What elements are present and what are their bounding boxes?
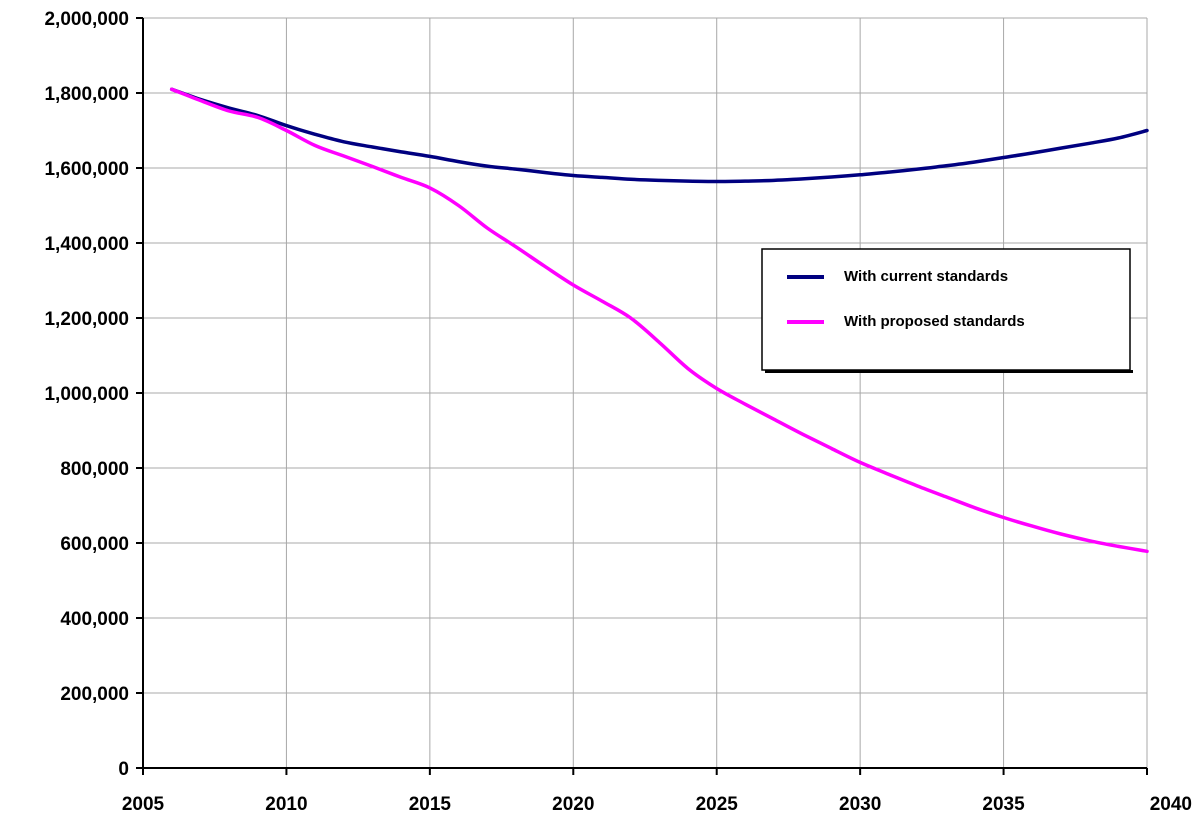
x-tick-label: 2025 xyxy=(696,794,739,815)
x-tick-label: 2015 xyxy=(409,794,452,815)
tick-labels: 0 200,000 400,000 600,000 800,000 1,000,000 1,… xyxy=(44,9,1192,815)
legend: With current standards With proposed stan… xyxy=(761,248,1133,373)
y-tick-label: 0 xyxy=(118,759,129,780)
legend-label: With current standards xyxy=(844,268,1008,285)
series-line-with-current-standards xyxy=(169,87,1149,184)
x-tick-label: 2035 xyxy=(982,794,1025,815)
y-tick-label: 2,000,000 xyxy=(44,9,129,30)
x-tick-label: 2020 xyxy=(552,794,594,815)
y-tick-label: 1,000,000 xyxy=(44,384,129,405)
y-tick-label: 400,000 xyxy=(60,609,129,630)
y-tick-label: 800,000 xyxy=(60,459,129,480)
axes xyxy=(136,17,1148,775)
x-tick-label: 2005 xyxy=(122,794,165,815)
x-tick-label: 2040 xyxy=(1150,794,1192,815)
x-tick-label: 2030 xyxy=(839,794,881,815)
y-tick-label: 1,400,000 xyxy=(44,234,129,255)
y-tick-label: 1,800,000 xyxy=(44,84,129,105)
legend-box xyxy=(761,248,1131,371)
y-tick-label: 600,000 xyxy=(60,534,129,555)
y-tick-label: 1,200,000 xyxy=(44,309,129,330)
y-tick-label: 1,600,000 xyxy=(44,159,129,180)
gridlines xyxy=(143,17,1148,768)
series-lines xyxy=(169,87,1149,554)
y-tick-label: 200,000 xyxy=(60,684,129,705)
series-line-with-proposed-standards xyxy=(169,87,1149,554)
x-tick-label: 2010 xyxy=(265,794,307,815)
legend-shadow xyxy=(765,370,1133,373)
legend-label: With proposed standards xyxy=(844,313,1025,330)
